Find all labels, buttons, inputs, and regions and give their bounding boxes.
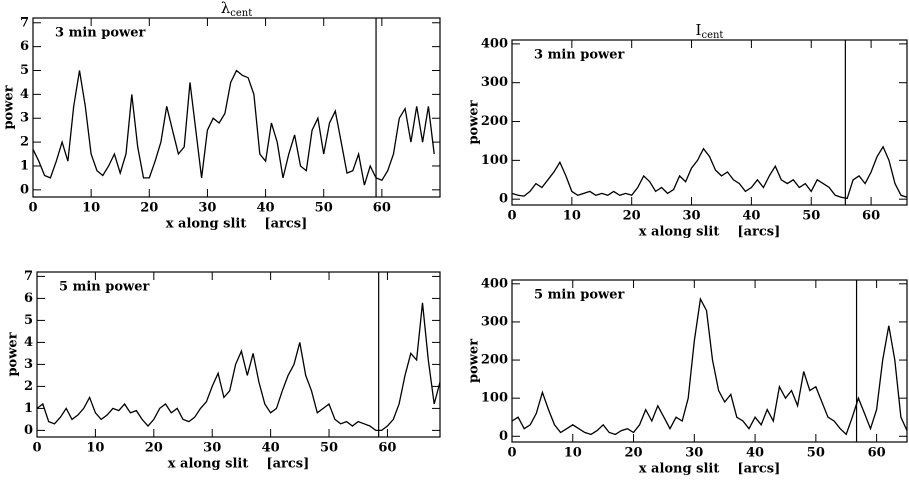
x-tick-label: 30 xyxy=(685,446,703,461)
y-tick-label: 7 xyxy=(20,15,29,30)
annotation: 5 min power xyxy=(534,288,624,303)
x-tick-label: 40 xyxy=(742,209,760,224)
x-tick-label: 40 xyxy=(262,441,280,456)
y-tick-label: 2 xyxy=(24,379,33,394)
title-main: I xyxy=(696,21,702,39)
x-tick-label: 30 xyxy=(198,201,216,216)
x-tick-label: 20 xyxy=(140,201,158,216)
x-axis-label: x along slit [arcs] xyxy=(639,462,781,477)
x-tick-label: 60 xyxy=(373,201,391,216)
x-tick-label: 50 xyxy=(315,201,333,216)
x-axis-label: x along slit [arcs] xyxy=(166,217,308,232)
title-main: λ xyxy=(221,0,231,17)
x-tick-label: 30 xyxy=(682,209,700,224)
y-tick-label: 0 xyxy=(24,423,33,438)
data-line xyxy=(32,69,435,186)
y-tick-label: 3 xyxy=(20,111,29,126)
y-tick-label: 2 xyxy=(20,135,29,150)
x-axis-label: x along slit [arcs] xyxy=(639,225,781,240)
plot-frame xyxy=(32,17,441,198)
y-tick-label: 400 xyxy=(481,36,508,51)
y-tick-label: 1 xyxy=(24,401,33,416)
x-axis-label: x along slit [arcs] xyxy=(168,457,310,472)
x-tick-label: 30 xyxy=(203,441,221,456)
y-axis-label: power xyxy=(467,339,482,383)
x-tick-label: 40 xyxy=(746,446,764,461)
x-tick-label: 0 xyxy=(28,201,37,216)
y-tick-label: 200 xyxy=(481,114,508,129)
y-tick-label: 300 xyxy=(481,314,508,329)
plot-frame xyxy=(511,279,908,443)
annotation: 5 min power xyxy=(59,280,149,295)
y-tick-label: 5 xyxy=(24,313,33,328)
annotation: 3 min power xyxy=(55,26,145,41)
y-axis-label: power xyxy=(6,332,21,376)
panel-title: λcent xyxy=(221,0,253,19)
y-tick-label: 1 xyxy=(20,158,29,173)
y-axis-label: power xyxy=(2,85,17,129)
y-tick-label: 0 xyxy=(499,192,508,207)
panel-title: Icent xyxy=(696,21,724,41)
plot-frame xyxy=(511,39,908,206)
y-tick-label: 200 xyxy=(481,353,508,368)
y-tick-label: 300 xyxy=(481,75,508,90)
y-tick-label: 0 xyxy=(499,429,508,444)
title-subscript: cent xyxy=(230,8,252,19)
x-tick-label: 60 xyxy=(868,446,886,461)
y-tick-label: 4 xyxy=(20,87,29,102)
x-tick-label: 20 xyxy=(145,441,163,456)
x-tick-label: 10 xyxy=(563,209,581,224)
x-tick-label: 50 xyxy=(807,446,825,461)
x-tick-label: 10 xyxy=(86,441,104,456)
x-tick-label: 60 xyxy=(378,441,396,456)
x-tick-label: 60 xyxy=(862,209,880,224)
y-tick-label: 100 xyxy=(481,153,508,168)
y-axis-label: power xyxy=(467,100,482,144)
x-tick-label: 0 xyxy=(32,441,41,456)
y-tick-label: 4 xyxy=(24,335,33,350)
plot-frame xyxy=(36,271,441,438)
x-tick-label: 0 xyxy=(507,209,516,224)
y-tick-label: 6 xyxy=(20,39,29,54)
x-tick-label: 20 xyxy=(623,209,641,224)
annotation: 3 min power xyxy=(534,48,624,63)
x-tick-label: 10 xyxy=(82,201,100,216)
x-tick-label: 0 xyxy=(507,446,516,461)
x-tick-label: 10 xyxy=(564,446,582,461)
x-tick-label: 20 xyxy=(624,446,642,461)
x-tick-label: 40 xyxy=(257,201,275,216)
y-tick-label: 400 xyxy=(481,276,508,291)
y-tick-label: 5 xyxy=(20,63,29,78)
x-tick-label: 50 xyxy=(320,441,338,456)
data-line xyxy=(511,297,908,436)
y-tick-label: 3 xyxy=(24,357,33,372)
y-tick-label: 7 xyxy=(24,269,33,284)
y-tick-label: 6 xyxy=(24,291,33,306)
x-tick-label: 50 xyxy=(802,209,820,224)
title-subscript: cent xyxy=(701,30,723,41)
data-line xyxy=(36,302,441,432)
y-tick-label: 100 xyxy=(481,391,508,406)
data-line xyxy=(511,145,908,200)
y-tick-label: 0 xyxy=(20,182,29,197)
